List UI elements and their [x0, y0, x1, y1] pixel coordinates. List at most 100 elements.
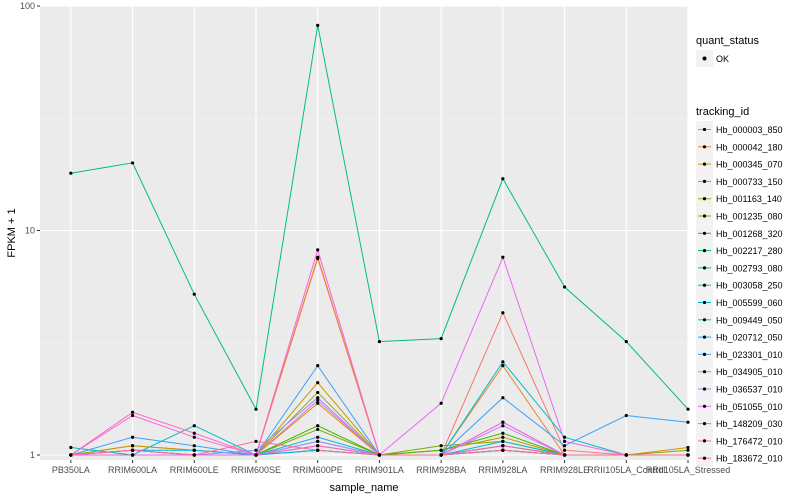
legend-point-icon	[702, 404, 707, 408]
x-tick-label: RRIM901LA	[355, 465, 404, 475]
data-point	[254, 453, 258, 457]
data-point	[501, 255, 505, 259]
data-point	[316, 448, 320, 452]
legend-label: Hb_001268_320	[716, 229, 783, 239]
data-point	[501, 311, 505, 315]
legend-point-icon	[702, 197, 707, 201]
data-point	[316, 439, 320, 443]
legend-label: Hb_000733_150	[716, 177, 783, 187]
legend-label: Hb_036537_010	[716, 385, 783, 395]
data-point	[562, 444, 567, 448]
data-point	[501, 177, 505, 181]
legend-label: Hb_020712_050	[716, 333, 783, 343]
quant-status-legend-title: quant_status	[696, 35, 759, 47]
legend-point-icon	[702, 318, 707, 322]
data-point	[501, 364, 505, 368]
data-point	[192, 448, 196, 452]
data-point	[624, 413, 628, 418]
data-point	[192, 453, 196, 457]
legend-label: Hb_005599_060	[716, 298, 783, 308]
data-point	[316, 444, 320, 448]
data-point	[192, 431, 196, 435]
data-point	[316, 390, 320, 395]
legend-label: Hb_000042_180	[716, 142, 783, 152]
data-point	[192, 444, 196, 448]
x-tick-label: RRIM600LA	[108, 465, 157, 475]
legend-point-icon	[702, 300, 707, 305]
data-point	[501, 360, 505, 364]
data-point	[501, 435, 505, 439]
x-tick-label: PB350LA	[52, 465, 90, 475]
data-point	[439, 401, 443, 405]
tracking-id-legend-title: tracking_id	[696, 106, 749, 118]
data-point	[562, 448, 567, 452]
data-point	[686, 445, 690, 450]
data-point	[501, 444, 505, 448]
legend-label: Hb_051055_010	[716, 402, 783, 412]
legend-point-icon	[702, 283, 707, 287]
plot-panel	[40, 6, 688, 460]
legend-point-icon	[702, 335, 707, 339]
legend-label: Hb_002793_080	[716, 263, 783, 273]
legend-label: Hb_001163_140	[716, 194, 782, 204]
data-point	[130, 435, 135, 439]
data-point	[562, 285, 567, 289]
data-point	[192, 292, 196, 296]
data-point	[624, 339, 628, 344]
data-point	[377, 453, 382, 457]
data-point	[130, 161, 135, 165]
legend-point-icon	[702, 370, 707, 374]
x-tick-label: RRIM928LA	[478, 465, 527, 475]
data-point	[192, 435, 196, 439]
data-point	[316, 435, 320, 439]
tracking-id-legend-items: Hb_000003_850 Hb_000042_180 Hb_000345_070 H…	[696, 121, 783, 467]
data-point	[69, 171, 73, 175]
y-axis-title: FPKM + 1	[6, 208, 18, 257]
legend-point-icon	[702, 127, 707, 132]
data-point	[316, 424, 320, 428]
data-point	[254, 448, 258, 452]
legend-point-icon	[702, 456, 707, 460]
legend-point-icon	[702, 214, 707, 218]
ok-point-icon	[702, 56, 707, 61]
quant-status-legend-label: OK	[716, 54, 729, 64]
data-point	[316, 396, 320, 400]
x-tick-label: RRIM600LE	[170, 465, 219, 475]
data-point	[316, 427, 320, 432]
data-point	[316, 398, 320, 403]
legend-point-icon	[702, 387, 707, 391]
data-point	[562, 453, 567, 457]
data-point	[501, 420, 505, 424]
legend-point-icon	[702, 439, 707, 443]
x-tick-label: RRII105LA_Control	[587, 465, 665, 475]
legend-label: Hb_000003_850	[716, 125, 783, 135]
x-tick-label: RRIM928LE	[540, 465, 589, 475]
data-point	[439, 444, 443, 448]
legend-point-icon	[702, 422, 707, 426]
legend-point-icon	[702, 231, 707, 235]
y-axis: 1 10 100	[20, 1, 40, 460]
x-tick-label: RRIM928BA	[416, 465, 466, 475]
data-point	[501, 396, 505, 400]
data-point	[624, 453, 628, 457]
data-point	[130, 453, 135, 457]
y-tick-label: 100	[20, 1, 35, 11]
data-point	[69, 445, 73, 450]
legend-label: Hb_176472_010	[716, 436, 783, 446]
legend-label: Hb_148209_030	[716, 419, 783, 429]
data-point	[562, 435, 567, 439]
data-point	[130, 448, 135, 452]
legend-label: Hb_023301_010	[716, 350, 783, 360]
data-points	[69, 23, 690, 457]
data-point	[501, 431, 505, 435]
legend-label: Hb_000345_070	[716, 160, 783, 170]
legend-point-icon	[702, 266, 707, 270]
legend: quant_status OK tracking_id Hb_000003_85…	[696, 35, 783, 467]
legend-label: Hb_183672_010	[716, 454, 783, 464]
data-point	[316, 248, 320, 252]
data-point	[501, 439, 505, 443]
data-point	[686, 407, 690, 411]
data-point	[192, 424, 196, 428]
data-point	[316, 381, 320, 385]
